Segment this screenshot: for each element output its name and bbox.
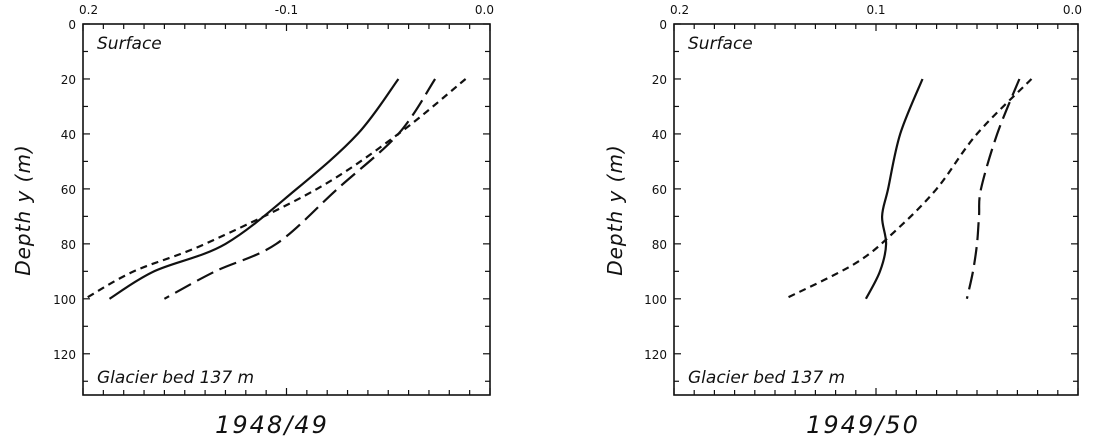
surface-annotation: Surface [688,34,753,54]
glacier-bed-annotation: Glacier bed 137 m [97,368,254,388]
series-line-long-dash [163,78,437,300]
x-tick-label: -0.1 [275,3,298,17]
series-line-long-dash [965,78,1021,300]
y-tick-label: 100 [53,293,76,307]
panel-title: 1949/50 [806,411,920,439]
x-tick-label: 0.0 [1063,3,1082,17]
y-tick-label: 120 [53,348,76,362]
y-tick-label: 120 [644,348,667,362]
y-tick-label: 0 [68,18,76,32]
y-tick-label: 60 [652,183,667,197]
chart-panel-2: 0.2 0.1 0.0 0 20 40 60 80 100 120 Surface Glacier b… [603,3,1082,439]
x-tick-label: 0.0 [475,3,494,17]
y-tick-label: 40 [652,128,667,142]
x-tick-label: 0.2 [670,3,689,17]
y-axis-label: Depth y (m) [603,144,627,276]
series-line-short-dash [84,78,467,300]
plot-frame [82,23,491,396]
y-tick-label: 60 [61,183,76,197]
plot-frame [673,23,1079,396]
y-tick-label: 20 [652,73,667,87]
x-tick-label: 0.2 [79,3,98,17]
y-tick-label: 100 [644,293,667,307]
glacier-bed-annotation: Glacier bed 137 m [688,368,845,388]
y-tick-label: 80 [652,238,667,252]
y-tick-label: 40 [61,128,76,142]
y-tick-label: 20 [61,73,76,87]
chart-panel-1: 0.2 -0.1 0.0 0 20 40 60 80 100 120 Surface Glacier … [11,3,494,439]
surface-annotation: Surface [97,34,162,54]
y-axis-label: Depth y (m) [11,144,35,276]
series-line-solid [864,78,924,300]
x-tick-label: 0.1 [866,3,885,17]
series-line-solid [108,78,400,300]
y-tick-label: 0 [659,18,667,32]
y-tick-label: 80 [61,238,76,252]
series-line-short-dash [784,78,1033,300]
panel-title: 1948/49 [215,411,329,439]
